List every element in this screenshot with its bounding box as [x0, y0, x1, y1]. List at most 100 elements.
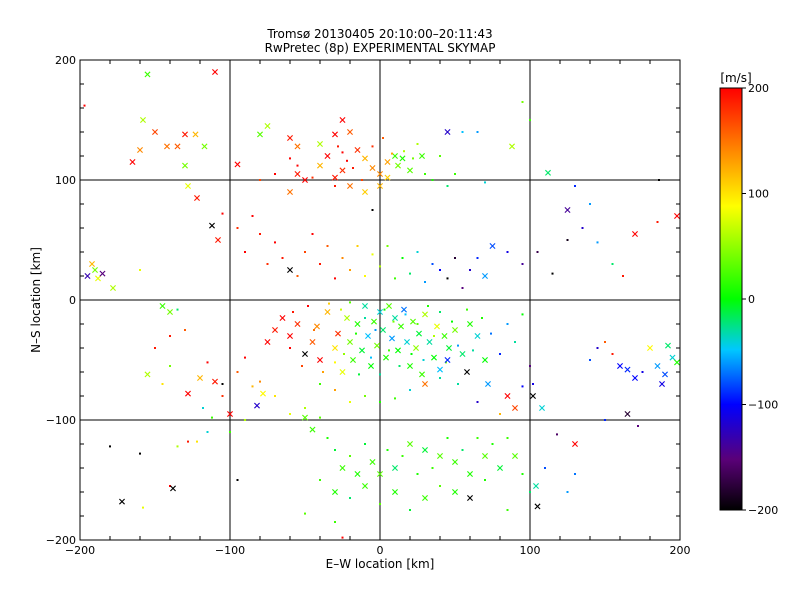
data-point-dot — [244, 419, 246, 421]
data-point-dot — [319, 383, 321, 385]
data-point-dot — [334, 521, 336, 523]
data-point-x-marker — [339, 167, 346, 174]
data-point-dot — [499, 353, 501, 355]
data-point-dot — [412, 157, 414, 160]
data-point-dot — [244, 356, 246, 359]
data-point-x-marker — [302, 414, 308, 421]
colorbar — [719, 87, 743, 511]
data-point-x-marker — [167, 309, 173, 315]
data-point-dot — [379, 503, 381, 505]
data-point-x-marker — [419, 153, 425, 159]
data-point-x-marker — [339, 117, 346, 123]
data-point-x-marker — [377, 171, 383, 177]
data-point-x-marker — [374, 342, 380, 349]
data-point-x-marker — [152, 129, 158, 135]
data-point-dot — [334, 185, 336, 187]
data-point-dot — [431, 179, 434, 181]
data-point-x-marker — [407, 441, 413, 447]
data-point-x-marker — [624, 366, 631, 373]
data-point-dot — [211, 416, 213, 419]
data-point-x-marker — [512, 405, 518, 411]
data-point-x-marker — [287, 135, 293, 141]
data-point-x-marker — [294, 171, 301, 177]
data-point-x-marker — [383, 354, 389, 361]
data-point-dot — [319, 416, 321, 419]
data-point-x-marker — [533, 483, 539, 489]
data-point-x-marker — [324, 153, 331, 159]
data-point-x-marker — [422, 311, 428, 318]
data-point-x-marker — [227, 411, 233, 417]
data-point-dot — [514, 341, 516, 343]
data-point-dot — [454, 257, 456, 259]
data-points — [83, 69, 680, 539]
data-point-dot — [349, 455, 351, 457]
data-point-x-marker — [309, 339, 316, 345]
data-point-x-marker — [332, 345, 338, 351]
data-point-dot — [361, 179, 363, 181]
data-point-x-marker — [464, 369, 470, 375]
data-point-dot — [566, 491, 569, 493]
data-point-dot — [349, 401, 351, 403]
data-point-x-marker — [129, 159, 136, 165]
data-point-x-marker — [419, 371, 425, 378]
data-point-dot — [326, 245, 329, 247]
data-point-x-marker — [347, 339, 353, 345]
data-point-dot — [409, 272, 411, 275]
data-point-dot — [341, 151, 344, 154]
data-point-dot — [236, 479, 239, 481]
data-point-dot — [259, 233, 261, 235]
data-point-dot — [259, 380, 261, 383]
data-point-dot — [611, 353, 614, 355]
data-point-dot — [346, 159, 348, 162]
data-point-x-marker — [110, 285, 116, 291]
data-point-x-marker — [354, 321, 361, 327]
data-point-dot — [529, 119, 531, 121]
data-point-dot — [481, 317, 483, 319]
data-point-dot — [416, 251, 419, 253]
data-point-dot — [433, 335, 435, 337]
data-point-dot — [341, 536, 344, 539]
data-point-dot — [349, 269, 351, 271]
data-point-x-marker — [474, 333, 481, 339]
data-point-dot — [379, 373, 381, 376]
data-point-x-marker — [395, 347, 401, 354]
data-point-dot — [446, 277, 449, 280]
data-point-dot — [352, 167, 354, 169]
data-point-dot — [392, 320, 395, 323]
data-point-dot — [371, 209, 374, 211]
data-point-x-marker — [137, 147, 143, 153]
data-point-dot — [161, 383, 164, 385]
data-point-x-marker — [407, 167, 413, 174]
data-point-x-marker — [354, 147, 361, 153]
y-tick-label: 100 — [55, 174, 76, 187]
data-point-dot — [236, 227, 239, 229]
data-point-x-marker — [485, 381, 491, 387]
data-point-dot — [422, 359, 425, 361]
colorbar-tick-label: 0 — [748, 293, 755, 306]
data-point-dot — [356, 245, 359, 247]
data-point-x-marker — [395, 162, 401, 169]
data-point-x-marker — [467, 495, 473, 501]
data-point-x-marker — [368, 363, 374, 369]
data-point-dot — [439, 311, 441, 313]
data-point-x-marker — [377, 309, 383, 315]
data-point-dot — [394, 277, 396, 280]
data-point-dot — [139, 452, 141, 455]
data-point-x-marker — [452, 489, 458, 495]
data-point-dot — [169, 485, 171, 487]
data-point-x-marker — [359, 347, 365, 354]
data-point-x-marker — [434, 323, 440, 330]
data-point-x-marker — [431, 354, 437, 361]
data-point-dot — [319, 263, 321, 265]
data-point-x-marker — [257, 131, 263, 138]
colorbar-tick-label: −200 — [748, 504, 778, 517]
data-point-x-marker — [344, 315, 350, 321]
data-point-x-marker — [212, 69, 218, 75]
data-point-x-marker — [182, 162, 188, 169]
data-point-dot — [221, 383, 224, 385]
data-point-dot — [416, 473, 419, 475]
data-point-x-marker — [332, 174, 338, 181]
data-point-x-marker — [89, 261, 95, 267]
data-point-dot — [476, 437, 479, 439]
data-point-dot — [274, 173, 276, 175]
